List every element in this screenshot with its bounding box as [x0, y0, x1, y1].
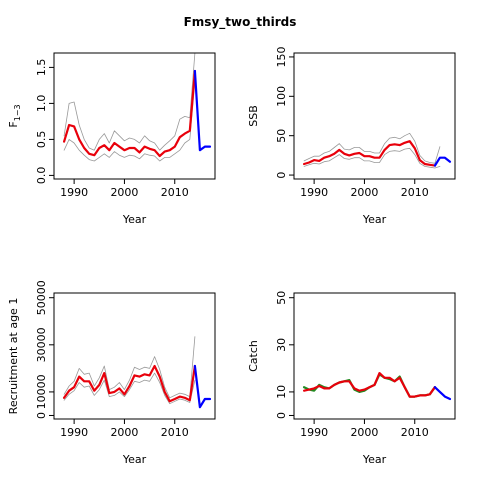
plot-frame	[53, 52, 216, 180]
series-line-projection	[433, 156, 452, 167]
series-line-estimate	[303, 372, 436, 398]
x-axis-label: Year	[362, 453, 387, 466]
x-tick-label: 1990	[300, 426, 328, 439]
figure-title: Fmsy_two_thirds	[184, 15, 297, 30]
panel-1: 1990 2000 2010 0.0 0.5 1.0 1.5 Year F1−3	[7, 52, 216, 226]
x-axis-label: Year	[362, 213, 387, 226]
x-tick-label: 2010	[161, 426, 189, 439]
x-tick-label: 2000	[350, 426, 378, 439]
y-tick-label: 1.0	[35, 95, 48, 113]
y-tick-label: 0	[275, 412, 288, 419]
x-tick-label: 2000	[110, 186, 138, 199]
x-tick-label: 2010	[401, 186, 429, 199]
series-line-upper	[303, 132, 441, 164]
x-tick-label: 2000	[110, 426, 138, 439]
y-axis-label: Recruitment at age 1	[7, 298, 20, 415]
y-tick-label: 10000	[35, 374, 48, 409]
y-axis-label: Catch	[247, 340, 260, 372]
series-line-estimate	[62, 364, 196, 403]
series-line-observed	[303, 373, 436, 398]
series-line-lower	[63, 372, 196, 405]
series-line-projection	[193, 364, 212, 409]
y-tick-label: 50000	[35, 280, 48, 315]
x-tick-label: 1990	[60, 186, 88, 199]
y-tick-label: 30	[275, 338, 288, 352]
panel-2: 1990 2000 2010 0 50 100 150 Year SSB	[247, 46, 456, 226]
series-line-upper	[63, 336, 196, 399]
panel-4: 1990 2000 2010 0 10 30 50 Year Catch	[247, 291, 456, 466]
y-tick-label: 0	[35, 412, 48, 419]
series-line-projection	[193, 69, 212, 152]
plot-frame	[293, 292, 456, 420]
y-tick-label: 100	[275, 86, 288, 107]
plot-frame	[293, 52, 456, 180]
x-tick-label: 2010	[401, 426, 429, 439]
chart-panels: 1990 2000 2010 0.0 0.5 1.0 1.5 Year F1−3 1990 2000…	[7, 46, 456, 466]
y-axis-label-subscript: 1−3	[13, 104, 22, 121]
y-tick-label: 10	[275, 385, 288, 399]
x-tick-label: 1990	[300, 186, 328, 199]
series-line-lower	[63, 81, 196, 162]
series-line-upper	[63, 52, 196, 151]
series-line-estimate	[303, 140, 436, 167]
y-tick-label: 30000	[35, 327, 48, 362]
y-tick-label: 50	[275, 129, 288, 143]
series-line-estimate	[62, 69, 196, 158]
x-axis-label: Year	[122, 453, 147, 466]
panel-3: 1990 2000 2010 0 10000 30000 50000 Year Recruitm…	[7, 280, 216, 466]
x-axis-label: Year	[122, 213, 147, 226]
series-line-projection	[433, 386, 452, 401]
plot-frame	[53, 292, 216, 420]
x-tick-label: 2000	[350, 186, 378, 199]
y-axis-label: F1−3	[7, 104, 22, 127]
y-axis-label: SSB	[247, 105, 260, 127]
x-tick-label: 1990	[60, 426, 88, 439]
y-tick-label: 0.0	[35, 167, 48, 185]
y-tick-label: 50	[275, 291, 288, 305]
y-tick-label: 150	[275, 46, 288, 67]
series-line-lower	[303, 147, 441, 169]
x-tick-label: 2010	[161, 186, 189, 199]
y-tick-label: 0.5	[35, 131, 48, 149]
y-tick-label: 1.5	[35, 59, 48, 77]
y-tick-label: 0	[275, 172, 288, 179]
